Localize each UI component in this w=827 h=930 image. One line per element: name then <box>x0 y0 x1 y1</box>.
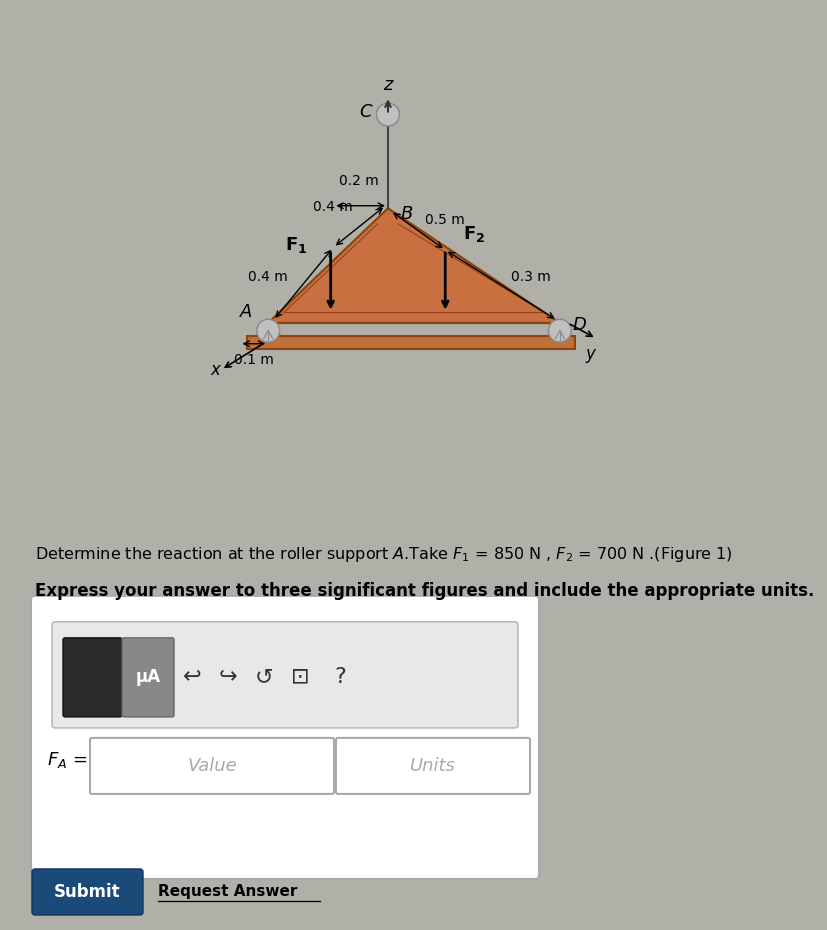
Text: ↩: ↩ <box>183 667 201 687</box>
Text: Determine the reaction at the roller support $A$.Take $F_1$ = 850 N , $F_2$ = 70: Determine the reaction at the roller sup… <box>35 545 732 564</box>
Text: $F_A$ =: $F_A$ = <box>47 750 87 770</box>
Text: ⊡: ⊡ <box>290 667 309 687</box>
Text: A: A <box>240 303 252 322</box>
Text: ?: ? <box>334 667 346 687</box>
FancyBboxPatch shape <box>63 638 122 717</box>
Circle shape <box>547 319 571 342</box>
Polygon shape <box>247 336 575 349</box>
Text: x: x <box>211 361 221 379</box>
Text: ↪: ↪ <box>218 667 237 687</box>
Text: Express your answer to three significant figures and include the appropriate uni: Express your answer to three significant… <box>35 582 814 600</box>
FancyBboxPatch shape <box>31 596 538 879</box>
FancyBboxPatch shape <box>52 622 518 728</box>
FancyBboxPatch shape <box>336 737 529 794</box>
Text: 0.1 m: 0.1 m <box>233 352 273 366</box>
Text: 0.2 m: 0.2 m <box>339 174 379 188</box>
Text: Units: Units <box>409 757 456 775</box>
Text: 0.5 m: 0.5 m <box>425 213 465 227</box>
Text: D: D <box>572 316 586 335</box>
Text: μΑ: μΑ <box>136 668 160 686</box>
Text: $\mathbf{F_2}$: $\mathbf{F_2}$ <box>463 224 485 245</box>
Circle shape <box>376 103 399 126</box>
Text: z: z <box>383 75 392 94</box>
Text: 0.3 m: 0.3 m <box>511 271 551 285</box>
Circle shape <box>256 319 280 342</box>
Polygon shape <box>268 208 559 323</box>
Text: 0.4 m: 0.4 m <box>248 271 288 285</box>
FancyBboxPatch shape <box>122 638 174 717</box>
FancyBboxPatch shape <box>90 737 333 794</box>
FancyBboxPatch shape <box>32 869 143 915</box>
Text: C: C <box>359 103 372 121</box>
Text: y: y <box>586 345 595 364</box>
Text: 0.4 m: 0.4 m <box>313 200 353 214</box>
Text: B: B <box>400 205 413 222</box>
Text: ↺: ↺ <box>255 667 273 687</box>
Text: Submit: Submit <box>54 883 120 901</box>
Text: $\mathbf{F_1}$: $\mathbf{F_1}$ <box>284 234 307 255</box>
Text: Value: Value <box>187 757 237 775</box>
Text: Request Answer: Request Answer <box>158 884 297 899</box>
